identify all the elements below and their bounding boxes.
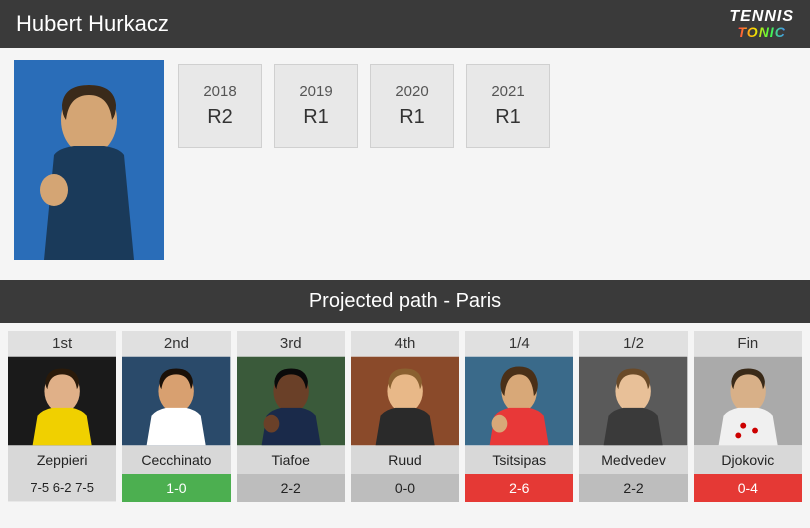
round-label: 1st [8, 331, 116, 356]
opponent-name: Medvedev [579, 446, 687, 474]
path-card[interactable]: 1st Zeppieri 7-5 6-2 7-5 [8, 331, 116, 502]
h2h-record: 2-6 [465, 474, 573, 502]
player-photo [14, 60, 164, 260]
history-year: 2020 [395, 83, 428, 100]
projected-path-title: Projected path - Paris [0, 280, 810, 323]
h2h-record: 2-2 [579, 474, 687, 502]
opponent-name: Tiafoe [237, 446, 345, 474]
round-label: 1/4 [465, 331, 573, 356]
path-card[interactable]: 3rd Tiafoe 2-2 [237, 331, 345, 502]
path-card[interactable]: 4th Ruud 0-0 [351, 331, 459, 502]
player-silhouette-icon [14, 60, 164, 260]
logo-top-text: TENNIS [729, 9, 794, 25]
path-card[interactable]: 1/2 Medvedev 2-2 [579, 331, 687, 502]
player-name: Hubert Hurkacz [16, 11, 169, 37]
history-result: R1 [495, 106, 521, 129]
round-label: 4th [351, 331, 459, 356]
history-box: 2018 R2 [178, 64, 262, 148]
projected-path-row: 1st Zeppieri 7-5 6-2 7-5 2nd Cecchinato … [0, 323, 810, 514]
history-box: 2021 R1 [466, 64, 550, 148]
opponent-photo [8, 356, 116, 446]
opponent-name: Tsitsipas [465, 446, 573, 474]
opponent-photo [351, 356, 459, 446]
opponent-photo [465, 356, 573, 446]
h2h-record: 2-2 [237, 474, 345, 502]
logo-bottom-text: TONIC [738, 25, 786, 39]
h2h-record: 0-0 [351, 474, 459, 502]
h2h-record: 0-4 [694, 474, 802, 502]
path-card[interactable]: 1/4 Tsitsipas 2-6 [465, 331, 573, 502]
path-card[interactable]: Fin Djokovic 0-4 [694, 331, 802, 502]
round-label: Fin [694, 331, 802, 356]
opponent-photo [579, 356, 687, 446]
path-card[interactable]: 2nd Cecchinato 1-0 [122, 331, 230, 502]
history-result: R1 [399, 106, 425, 129]
site-logo[interactable]: TENNIS TONIC [729, 9, 794, 39]
opponent-name: Djokovic [694, 446, 802, 474]
top-section: 2018 R2 2019 R1 2020 R1 2021 R1 [0, 48, 810, 260]
history-boxes: 2018 R2 2019 R1 2020 R1 2021 R1 [178, 60, 550, 148]
header-bar: Hubert Hurkacz TENNIS TONIC [0, 0, 810, 48]
history-result: R1 [303, 106, 329, 129]
history-box: 2020 R1 [370, 64, 454, 148]
history-year: 2018 [203, 83, 236, 100]
opponent-photo [237, 356, 345, 446]
opponent-photo [694, 356, 802, 446]
opponent-name: Ruud [351, 446, 459, 474]
opponent-photo [122, 356, 230, 446]
history-box: 2019 R1 [274, 64, 358, 148]
history-year: 2021 [491, 83, 524, 100]
round-label: 2nd [122, 331, 230, 356]
history-year: 2019 [299, 83, 332, 100]
round-label: 3rd [237, 331, 345, 356]
history-result: R2 [207, 106, 233, 129]
opponent-name: Cecchinato [122, 446, 230, 474]
h2h-record: 7-5 6-2 7-5 [8, 474, 116, 501]
opponent-name: Zeppieri [8, 446, 116, 474]
round-label: 1/2 [579, 331, 687, 356]
h2h-record: 1-0 [122, 474, 230, 502]
